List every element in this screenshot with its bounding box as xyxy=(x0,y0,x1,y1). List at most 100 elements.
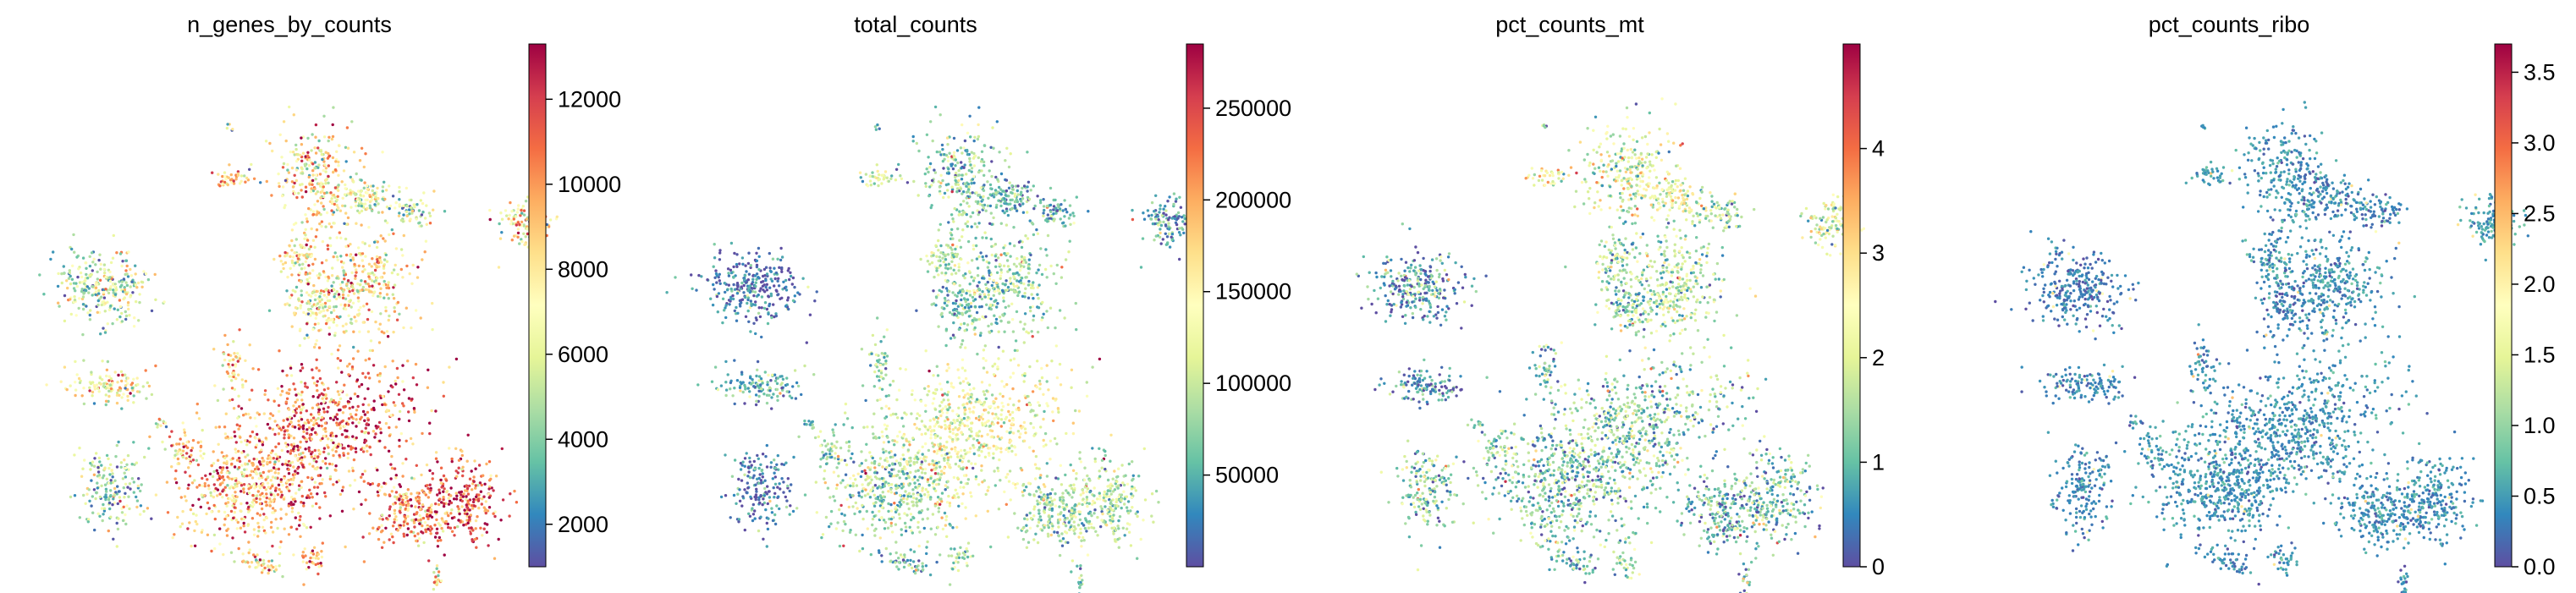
cell-point xyxy=(116,502,119,506)
cell-point xyxy=(287,468,290,471)
cell-point xyxy=(288,388,291,392)
cell-point xyxy=(106,322,109,326)
cell-point xyxy=(305,431,309,435)
cell-point xyxy=(396,300,400,305)
cell-point xyxy=(213,517,217,521)
cell-point xyxy=(1016,189,1020,193)
cell-point xyxy=(307,449,311,453)
cell-point xyxy=(211,475,215,479)
cell-point xyxy=(304,185,308,189)
cell-point xyxy=(353,262,356,266)
cell-point xyxy=(349,397,353,400)
cell-point xyxy=(350,285,355,288)
cell-point xyxy=(942,195,945,200)
cell-point xyxy=(190,448,193,453)
cell-point xyxy=(283,261,288,265)
cell-point xyxy=(266,422,270,426)
cell-point xyxy=(88,273,91,277)
cell-point xyxy=(1007,165,1011,169)
cell-point xyxy=(315,228,319,232)
cell-point xyxy=(224,412,228,415)
cell-point xyxy=(313,454,317,458)
cell-point xyxy=(299,514,302,519)
cell-point xyxy=(1032,297,1035,300)
cell-point xyxy=(278,552,282,556)
cell-point xyxy=(91,390,95,394)
cell-point xyxy=(294,306,298,310)
cell-point xyxy=(212,490,216,493)
cell-point xyxy=(153,272,157,277)
cell-point xyxy=(1045,254,1049,257)
cell-point xyxy=(951,253,955,257)
cell-point xyxy=(271,544,274,548)
cell-point xyxy=(466,433,470,437)
cell-point xyxy=(332,441,335,445)
cell-point xyxy=(335,413,339,416)
cell-point xyxy=(60,281,64,285)
cell-point xyxy=(414,505,417,508)
cell-point xyxy=(118,490,121,493)
cell-point xyxy=(958,239,961,242)
cell-point xyxy=(472,497,476,501)
cell-point xyxy=(295,527,299,531)
cell-point xyxy=(222,478,226,481)
cell-point xyxy=(1141,237,1145,240)
cell-point xyxy=(350,305,353,309)
cell-point xyxy=(352,330,355,333)
cell-point xyxy=(992,294,996,297)
cell-point xyxy=(378,258,382,262)
cell-point xyxy=(1016,184,1020,188)
cell-point xyxy=(235,458,239,462)
cell-point xyxy=(745,270,748,273)
cell-point xyxy=(124,522,128,526)
cell-point xyxy=(132,480,135,484)
cell-point xyxy=(234,451,238,454)
cell-point xyxy=(356,394,360,398)
cell-point xyxy=(926,270,930,273)
cell-point xyxy=(117,517,120,520)
cell-point xyxy=(416,532,420,535)
cell-point xyxy=(362,186,366,189)
cell-point xyxy=(281,369,284,373)
cell-point xyxy=(1044,218,1048,222)
cell-point xyxy=(377,282,381,286)
cell-point xyxy=(68,269,72,272)
cell-point xyxy=(351,469,355,473)
cell-point xyxy=(301,151,305,155)
cell-point xyxy=(1064,207,1068,211)
cell-point xyxy=(109,515,113,519)
cell-point xyxy=(967,270,972,273)
cell-point xyxy=(355,409,359,412)
cell-point xyxy=(80,281,84,284)
cell-point xyxy=(991,126,994,129)
cell-point xyxy=(124,269,128,272)
cell-point xyxy=(932,289,935,293)
cell-point xyxy=(75,284,80,288)
cell-point xyxy=(123,286,126,289)
cell-point xyxy=(977,200,980,204)
cell-point xyxy=(328,477,332,480)
cell-point xyxy=(98,475,102,480)
cell-point xyxy=(335,381,339,384)
cell-point xyxy=(81,303,85,306)
cell-point xyxy=(234,376,238,381)
cell-point xyxy=(146,507,150,510)
cell-point xyxy=(372,294,375,298)
cell-point xyxy=(700,275,703,278)
cell-point xyxy=(967,205,971,208)
cell-point xyxy=(339,303,343,306)
cell-point xyxy=(471,507,475,510)
cell-point xyxy=(1044,248,1048,251)
cell-point xyxy=(997,330,1000,333)
cell-point xyxy=(49,257,52,261)
cell-point xyxy=(972,156,976,160)
cell-point xyxy=(314,178,317,181)
cell-point xyxy=(416,203,419,206)
cell-point xyxy=(319,289,323,293)
cell-point xyxy=(986,280,990,284)
cell-point xyxy=(377,202,380,206)
cell-point xyxy=(726,267,730,271)
cell-point xyxy=(281,483,284,487)
cell-point xyxy=(971,321,974,326)
